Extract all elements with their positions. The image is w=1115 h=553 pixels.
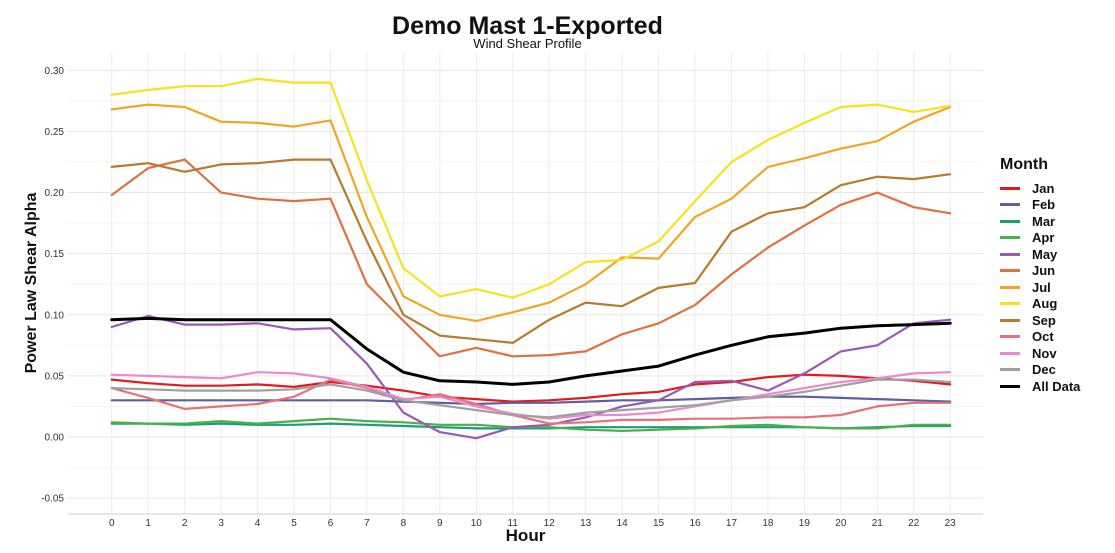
legend-label: Oct	[1032, 329, 1054, 345]
y-tick-label: 0.25	[45, 127, 65, 138]
x-tick-label: 2	[182, 518, 188, 529]
legend-item-mar: Mar	[1000, 213, 1080, 230]
legend-label: Jun	[1032, 263, 1056, 279]
x-tick-label: 23	[945, 518, 957, 529]
x-tick-label: 19	[799, 518, 811, 529]
legend-label: Apr	[1032, 230, 1055, 246]
series-line-dec	[110, 378, 952, 419]
y-tick-labels: -0.05 0.00 0.05 0.10 0.15 0.20 0.25 0.30	[41, 66, 64, 505]
legend-item-all-data: All Data	[1000, 378, 1080, 395]
x-tick-label: 8	[401, 518, 407, 529]
legend-item-dec: Dec	[1000, 362, 1080, 379]
x-axis-title: Hour	[506, 526, 546, 545]
x-tick-label: 17	[726, 518, 738, 529]
legend-swatch	[1000, 318, 1020, 322]
chart-title: Demo Mast 1-Exported	[392, 12, 663, 40]
legend-swatch	[1000, 351, 1020, 355]
legend-item-jun: Jun	[1000, 263, 1080, 280]
legend-item-sep: Sep	[1000, 312, 1080, 329]
legend-swatch	[1000, 219, 1020, 223]
series-lines	[110, 77, 952, 440]
y-tick-label: -0.05	[41, 494, 64, 505]
y-tick-label: 0.15	[45, 249, 65, 260]
legend-item-apr: Apr	[1000, 230, 1080, 247]
x-tick-label: 4	[255, 518, 261, 529]
legend-label: Aug	[1032, 296, 1058, 312]
plot-background	[68, 52, 983, 514]
series-line-feb	[110, 395, 952, 406]
y-tick-label: 0.05	[45, 371, 65, 382]
legend-swatch	[1000, 236, 1020, 240]
x-tick-label: 6	[328, 518, 334, 529]
chart-subtitle: Wind Shear Profile	[473, 36, 582, 51]
legend-items: Jan Feb Mar Apr May Jun Jul Aug Sep Oct Nov Dec All …	[1000, 180, 1080, 395]
y-tick-label: 0.20	[45, 188, 65, 199]
legend-label: May	[1032, 246, 1058, 262]
x-tick-label: 10	[471, 518, 483, 529]
series-line-sep	[110, 158, 952, 344]
legend-item-nov: Nov	[1000, 345, 1080, 362]
x-tick-label: 22	[908, 518, 920, 529]
x-tick-label: 0	[109, 518, 115, 529]
legend-swatch	[1000, 335, 1020, 339]
legend-label: Mar	[1032, 213, 1056, 229]
y-axis-title: Power Law Shear Alpha	[23, 193, 40, 374]
legend-label: All Data	[1032, 378, 1081, 394]
legend-item-jul: Jul	[1000, 279, 1080, 296]
legend-item-feb: Feb	[1000, 197, 1080, 214]
x-tick-label: 7	[364, 518, 370, 529]
y-tick-label: 0.00	[45, 433, 65, 444]
x-tick-label: 15	[653, 518, 665, 529]
series-line-may	[110, 314, 952, 440]
legend-swatch	[1000, 302, 1020, 306]
legend-swatch	[1000, 269, 1020, 273]
x-tick-label: 9	[437, 518, 443, 529]
x-tick-label: 20	[835, 518, 847, 529]
legend-label: Sep	[1032, 312, 1056, 328]
legend-item-aug: Aug	[1000, 296, 1080, 313]
series-line-jul	[110, 103, 952, 322]
x-tick-label: 11	[508, 518, 519, 529]
legend-swatch	[1000, 368, 1020, 372]
legend-label: Jul	[1032, 279, 1051, 295]
legend-label: Nov	[1032, 345, 1057, 361]
x-tick-label: 5	[291, 518, 297, 529]
y-tick-label: 0.30	[45, 66, 65, 77]
legend-swatch	[1000, 384, 1020, 388]
legend-swatch	[1000, 203, 1020, 207]
legend-label: Jan	[1032, 180, 1055, 196]
series-line-oct	[110, 378, 952, 425]
legend-title: Month	[1000, 156, 1048, 173]
series-line-jan	[110, 373, 952, 403]
x-tick-label: 21	[872, 518, 884, 529]
legend-swatch	[1000, 186, 1020, 190]
series-line-aug	[110, 77, 952, 299]
x-tick-label: 18	[762, 518, 774, 529]
legend: Month Jan Feb Mar Apr May Jun Jul Aug Sep Oct Nov D…	[1000, 156, 1080, 395]
x-tick-label: 3	[218, 518, 224, 529]
x-tick-label: 13	[580, 518, 592, 529]
series-line-apr	[110, 417, 952, 432]
legend-label: Dec	[1032, 362, 1056, 378]
series-line-all-data	[110, 316, 952, 386]
legend-swatch	[1000, 285, 1020, 289]
legend-item-oct: Oct	[1000, 329, 1080, 346]
x-tick-label: 16	[689, 518, 701, 529]
legend-label: Feb	[1032, 197, 1056, 213]
legend-item-may: May	[1000, 246, 1080, 263]
x-tick-label: 12	[544, 518, 556, 529]
series-line-jun	[110, 158, 952, 358]
legend-swatch	[1000, 252, 1020, 256]
x-tick-label: 14	[617, 518, 629, 529]
x-tick-labels: 0 1 2 3 4 5 6 7 8 9 10 11 12 13 14 15 16 17 18 19 20 21 22 23	[109, 518, 956, 529]
legend-item-jan: Jan	[1000, 180, 1080, 197]
y-tick-label: 0.10	[45, 310, 65, 321]
x-tick-label: 1	[145, 518, 151, 529]
